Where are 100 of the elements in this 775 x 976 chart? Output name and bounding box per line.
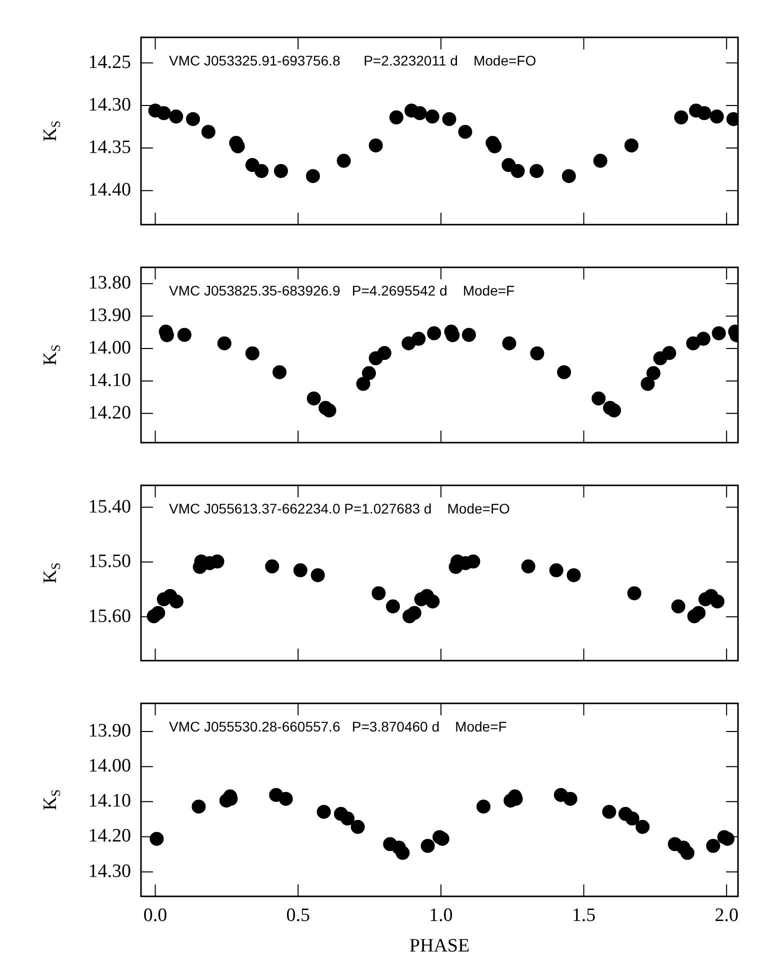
x-axis-title: PHASE [409,936,470,957]
point [458,124,472,139]
point [593,154,608,168]
point [169,594,184,608]
y-tick-label: 14.00 [88,337,131,358]
point [278,792,293,806]
y-axis-title: KS [40,344,63,366]
point [563,792,578,806]
point [435,832,450,846]
point [706,838,720,853]
point [696,332,710,346]
y-tick-label: 15.60 [88,606,131,627]
point [627,586,642,600]
point [186,112,200,126]
y-tick-label: 14.25 [88,52,131,73]
y-tick-label: 14.30 [88,94,131,116]
x-tick-label: 1.5 [572,904,596,926]
point [201,124,216,139]
point [340,812,355,826]
point [272,365,287,380]
point [420,838,435,853]
point [350,820,365,834]
point [210,554,224,569]
point [476,800,490,814]
point [686,336,700,350]
point [624,138,638,152]
point [697,106,712,120]
point [368,138,383,152]
point [510,164,525,178]
point [521,559,536,574]
point [488,139,502,154]
annotation: VMC J055530.28-660557.6 P=3.870460 d Mode=F [169,718,507,734]
point [217,336,232,350]
point [607,403,622,418]
y-tick-label: 14.10 [88,370,131,391]
point [640,376,655,391]
point [151,606,166,620]
point [407,606,422,620]
point [372,586,386,600]
point [254,164,269,178]
y-tick-label: 13.90 [88,720,131,742]
point [306,391,321,406]
point [336,154,351,168]
point [592,391,606,406]
x-tick-label: 2.0 [714,904,738,926]
point [549,563,564,578]
y-tick-label: 14.10 [88,790,131,812]
point [530,164,544,178]
point [427,326,442,340]
point [192,800,206,814]
point [322,403,336,418]
point [156,106,171,120]
point [680,846,694,860]
point [274,164,288,178]
point [720,832,734,846]
y-tick-label: 13.90 [88,305,131,326]
point [466,554,480,569]
annotation: VMC J053325.91-693756.8 P=2.3232011 d Mode=FO [169,52,536,68]
y-axis-title: KS [40,120,63,142]
point [462,328,476,342]
point [602,804,616,819]
x-tick-label: 1.0 [429,904,453,926]
point [310,568,325,582]
point [306,169,320,184]
point [502,336,516,350]
y-tick-label: 14.00 [88,756,131,777]
y-tick-label: 14.20 [88,826,131,847]
point [425,110,440,124]
point [412,106,427,120]
point [662,346,676,360]
point [386,599,400,614]
point [710,110,724,124]
y-tick-label: 14.20 [88,402,131,424]
y-tick-label: 15.50 [88,551,131,572]
point [412,332,426,346]
point [530,346,544,360]
point [562,169,576,184]
y-tick-label: 14.35 [88,137,131,158]
point [377,346,392,360]
x-tick-label: 0.5 [286,904,310,926]
point [230,139,245,154]
point [265,559,280,574]
point [712,326,726,340]
point [396,846,410,860]
point [169,110,184,124]
y-axis-title: KS [40,562,63,584]
point [674,110,688,124]
point [442,112,456,126]
y-tick-label: 13.80 [88,272,131,294]
point [710,594,724,608]
point [316,804,331,819]
point [557,365,572,380]
annotation: VMC J055613.37-662234.0 P=1.027683 d Mode=FO [169,500,510,516]
point [389,110,404,124]
annotation: VMC J053825.35-683926.9 P=4.2695542 d Mode=F [169,282,515,298]
point [177,328,192,342]
point [293,563,308,578]
point [625,812,640,826]
point [356,376,370,391]
point [150,832,164,846]
